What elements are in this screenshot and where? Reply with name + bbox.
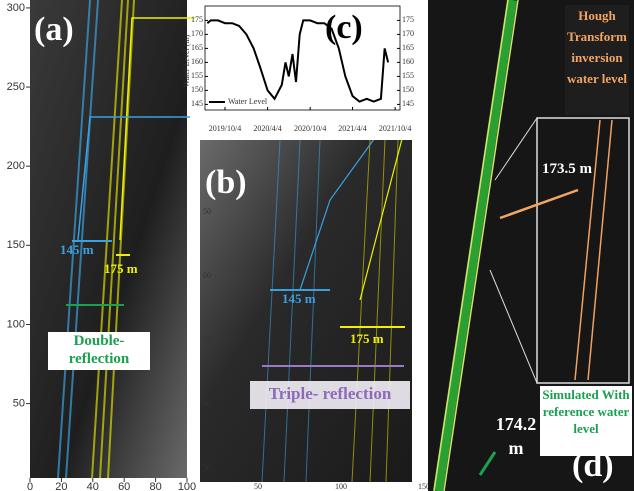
x-tick-label: 100	[335, 482, 347, 491]
x-tick-label: 20	[55, 481, 67, 491]
distance: 175 m	[350, 331, 384, 346]
x-tick-label: 0	[27, 481, 33, 491]
caption: Double-reflection	[48, 332, 150, 370]
y2-tick-label: 150	[402, 85, 414, 94]
x-tick-label: 2021/4/4	[338, 124, 366, 133]
distance: 145 m	[282, 291, 316, 306]
value-text: 173.5 m	[542, 158, 592, 180]
y-tick-label: 00	[203, 399, 211, 408]
y-tick-label: 50	[13, 398, 25, 410]
x-tick-label: 50	[254, 482, 262, 491]
y2-tick-label: 155	[402, 71, 414, 80]
x-tick-label: 60	[118, 481, 130, 491]
x-tick-label: 100	[178, 481, 196, 491]
y-tick-label: 00	[203, 271, 211, 280]
figure: (a) 145 m 175 m Double-reflection 50 100 1…	[0, 0, 634, 491]
y-tick-label: 300	[7, 2, 25, 14]
distance: 175 m	[104, 261, 138, 276]
x-tick-label: 2021/10/4	[379, 124, 411, 133]
y-tick-label: 50	[203, 335, 211, 344]
y-tick-label: 170	[191, 29, 203, 38]
value-text: 174.2 m	[492, 412, 540, 460]
legend-label: Water Level	[228, 97, 268, 106]
y-tick-label: 50	[203, 463, 211, 472]
y-tick-label: 160	[191, 57, 203, 66]
y-tick-label: 155	[191, 71, 203, 80]
y-tick-label: 145	[191, 99, 203, 108]
x-tick-label: 80	[149, 481, 161, 491]
y-tick-label: 165	[191, 43, 203, 52]
hough-note: Hough Transform inversion water level	[565, 5, 629, 115]
simulated-value: 174.2 m	[492, 412, 540, 462]
y-tick-label: 250	[7, 81, 25, 93]
x-tick-label: 40	[87, 481, 99, 491]
y-tick-label: 175	[191, 15, 203, 24]
caption: Triple- reflection	[269, 384, 392, 403]
distance: 145 m	[60, 242, 94, 257]
simulated-note: Simulated With reference water level	[540, 386, 632, 456]
y2-tick-label: 145	[402, 99, 414, 108]
y2-tick-label: 175	[402, 15, 414, 24]
y-tick-label: 150	[191, 85, 203, 94]
y2-tick-label: 170	[402, 29, 414, 38]
y2-tick-label: 160	[402, 57, 414, 66]
caption-text: Double-reflection	[48, 332, 150, 368]
y2-tick-label: 165	[402, 43, 414, 52]
panel-label: (a)	[34, 11, 74, 48]
y-tick-label: 50	[203, 207, 211, 216]
panel-label: (d)	[572, 447, 614, 484]
x-tick-label: 2020/4/4	[253, 124, 281, 133]
x-tick-label: 2020/10/4	[294, 124, 326, 133]
simulated-text: Simulated With reference water level	[540, 386, 632, 437]
y-axis-label: Water Level (m)	[182, 34, 191, 87]
panel-label: (b)	[205, 164, 247, 201]
y-tick-label: 200	[7, 160, 25, 172]
y-tick-label: 100	[7, 318, 25, 330]
hough-text: Hough Transform inversion water level	[565, 5, 629, 89]
y-tick-label: 150	[7, 239, 25, 251]
x-tick-label: 2019/10/4	[209, 124, 241, 133]
image-a	[30, 0, 187, 478]
